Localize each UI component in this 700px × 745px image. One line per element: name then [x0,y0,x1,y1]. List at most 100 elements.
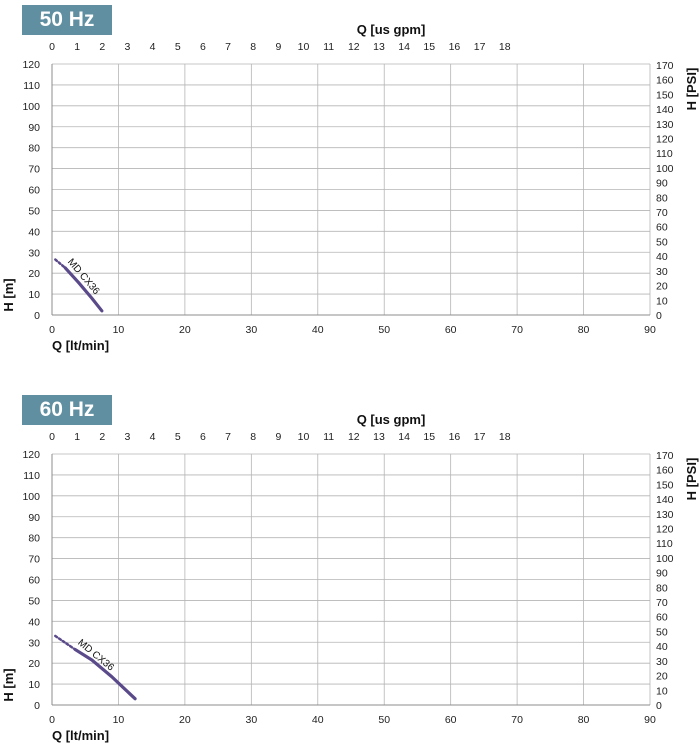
y-tick-label: 80 [28,143,40,155]
y-tick-label: 40 [28,616,40,628]
y2-tick-label: 160 [656,75,674,87]
x-axis-label: Q [lt/min] [52,338,109,353]
x-tick-label: 20 [179,324,191,336]
y-tick-label: 100 [22,101,40,113]
x2-tick-label: 13 [373,41,385,53]
x-tick-label: 80 [578,324,590,336]
x2-tick-label: 12 [348,431,360,443]
x2-tick-label: 10 [298,41,310,53]
y-tick-label: 30 [28,247,40,259]
x2-tick-label: 7 [225,41,231,53]
curve-extrapolated-segment [54,258,67,270]
y2-tick-label: 130 [656,119,674,131]
y-tick-label: 60 [28,185,40,197]
y2-tick-label: 60 [656,222,668,234]
y-tick-label: 120 [22,449,40,461]
y-tick-label: 0 [34,700,40,712]
y2-tick-label: 100 [656,553,674,565]
x2-tick-label: 18 [499,41,511,53]
y2-tick-label: 170 [656,450,674,462]
y-tick-label: 110 [23,80,40,92]
x2-axis-label: Q [us gpm] [357,22,426,37]
x-tick-label: 90 [644,324,656,336]
y-tick-label: 50 [28,205,40,217]
y2-tick-label: 80 [656,582,668,594]
y2-axis-label: H [PSI] [684,68,699,111]
x2-tick-label: 11 [323,41,334,53]
x-tick-label: 60 [445,324,457,336]
x-tick-label: 0 [49,714,55,726]
y-tick-label: 50 [28,595,40,607]
y2-tick-label: 10 [656,685,668,697]
y-tick-label: 100 [22,491,40,503]
x2-tick-label: 14 [398,431,410,443]
y-tick-label: 110 [23,470,40,482]
y2-tick-label: 140 [656,104,674,116]
y-tick-label: 90 [28,512,40,524]
y-tick-label: 80 [28,533,40,545]
x2-tick-label: 4 [150,431,156,443]
x2-tick-label: 8 [250,41,256,53]
y-tick-label: 120 [22,59,40,71]
y2-tick-label: 30 [656,266,668,278]
x-tick-label: 20 [179,714,191,726]
x-tick-label: 60 [445,714,457,726]
x-tick-label: 30 [245,324,257,336]
curve-line [73,647,137,701]
y2-axis-label: H [PSI] [684,458,699,501]
x-axis-label: Q [lt/min] [52,728,109,743]
curve-label: MD CX36 [75,637,116,673]
x2-tick-label: 12 [348,41,360,53]
y2-tick-label: 160 [656,465,674,477]
y2-tick-label: 70 [656,207,668,219]
x-tick-label: 0 [49,324,55,336]
y2-tick-label: 150 [656,89,674,101]
y2-tick-label: 30 [656,656,668,668]
x2-tick-label: 3 [125,41,131,53]
y-tick-label: 90 [28,122,40,134]
x2-tick-label: 4 [150,41,156,53]
x-tick-label: 30 [245,714,257,726]
curve-extrapolated-segment [54,634,77,651]
y2-tick-label: 110 [656,538,673,550]
y2-tick-label: 90 [656,178,668,190]
curve-line [63,266,104,313]
y2-tick-label: 20 [656,671,668,683]
y-tick-label: 30 [28,637,40,649]
y2-tick-label: 130 [656,509,674,521]
frequency-badge-60hz: 60 Hz [22,395,112,425]
x-tick-label: 70 [511,324,523,336]
x-tick-label: 80 [578,714,590,726]
y-tick-label: 10 [28,289,40,301]
x2-tick-label: 15 [423,431,435,443]
x2-tick-label: 16 [449,431,461,443]
y2-tick-label: 10 [656,295,668,307]
x2-tick-label: 16 [449,41,461,53]
x2-tick-label: 14 [398,41,410,53]
x-tick-label: 50 [378,324,390,336]
x2-tick-label: 7 [225,431,231,443]
x2-tick-label: 15 [423,41,435,53]
x2-tick-label: 5 [175,431,181,443]
x2-tick-label: 10 [298,431,310,443]
curve-label: MD CX36 [65,257,102,297]
y2-tick-label: 40 [656,251,668,263]
x2-tick-label: 3 [125,431,131,443]
x2-tick-label: 17 [474,41,486,53]
x2-tick-label: 2 [99,41,105,53]
frequency-badge-50hz: 50 Hz [22,5,112,35]
x2-tick-label: 6 [200,41,206,53]
y-tick-label: 70 [28,554,40,566]
y2-tick-label: 90 [656,568,668,580]
x2-tick-label: 5 [175,41,181,53]
y-tick-label: 60 [28,575,40,587]
x2-tick-label: 18 [499,431,511,443]
x2-axis-label: Q [us gpm] [357,412,426,427]
y-tick-label: 40 [28,226,40,238]
y-tick-label: 0 [34,310,40,322]
x-tick-label: 70 [511,714,523,726]
x2-tick-label: 11 [323,431,334,443]
y-tick-label: 70 [28,164,40,176]
x2-tick-label: 6 [200,431,206,443]
